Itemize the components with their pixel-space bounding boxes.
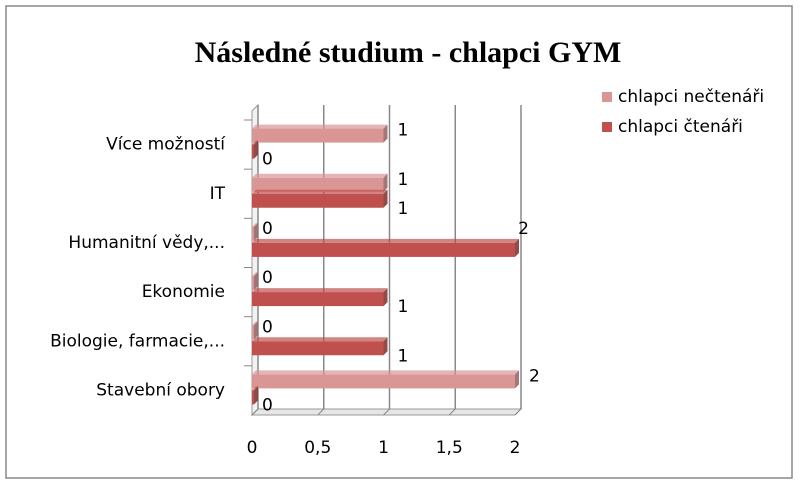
bar-face: [252, 124, 388, 129]
data-label: 0: [262, 268, 273, 288]
tick-mark: [383, 408, 390, 416]
bar-face: [252, 144, 254, 159]
bar: [252, 140, 258, 159]
bar: [252, 288, 388, 307]
bar-face: [252, 374, 515, 389]
bar-face: [252, 386, 258, 391]
bar-face: [252, 173, 388, 178]
data-label: 1: [398, 199, 409, 219]
bar: [252, 173, 388, 192]
x-tick-label: 1,5: [436, 438, 463, 458]
chart-title: Následné studium - chlapci GYM: [195, 36, 622, 69]
bar-face: [515, 238, 519, 257]
data-label: 2: [529, 366, 540, 386]
bar-face: [252, 177, 384, 192]
bar-face: [383, 124, 388, 143]
bar-face: [252, 140, 258, 145]
bar-face: [252, 128, 384, 143]
y-tick-label: IT: [210, 184, 226, 204]
x-tick-label: 0: [247, 438, 258, 458]
legend-swatch: [602, 122, 612, 132]
bar-face: [252, 222, 258, 227]
bar-face: [254, 140, 258, 159]
y-tick-label: Ekonomie: [142, 282, 225, 302]
bar-face: [254, 321, 258, 340]
data-label: 1: [398, 346, 409, 366]
bar: [252, 189, 388, 208]
bar-face: [252, 292, 384, 307]
y-tick-label: Humanitní vědy,...: [68, 233, 225, 253]
bar-face: [252, 276, 254, 291]
data-label: 1: [398, 170, 409, 190]
y-tick-label: Stavební obory: [96, 380, 225, 400]
tick-mark: [251, 408, 259, 416]
bar-face: [383, 288, 388, 307]
bar-face: [252, 370, 519, 375]
bar: [252, 124, 388, 143]
bar-face: [383, 173, 388, 192]
bar-face: [252, 337, 388, 342]
legend-label: chlapci nečtenáři: [618, 87, 764, 107]
bar: [252, 337, 388, 356]
y-tick-label: Více možností: [106, 135, 226, 155]
data-label: 1: [398, 121, 409, 141]
bar: [252, 272, 258, 291]
x-tick-label: 1: [378, 438, 389, 458]
data-label: 2: [518, 219, 529, 239]
bar-face: [383, 189, 388, 208]
bar-face: [383, 337, 388, 356]
bar: [252, 321, 258, 340]
bar-face: [515, 370, 519, 389]
data-label: 0: [262, 219, 273, 239]
legend-label: chlapci čtenáři: [618, 117, 743, 137]
x-tick-label: 2: [510, 438, 521, 458]
bar: [252, 370, 519, 389]
data-label: 0: [262, 150, 273, 170]
bar-face: [254, 222, 258, 241]
bar-face: [252, 341, 384, 356]
bar: [252, 238, 519, 257]
bar-face: [254, 386, 258, 405]
bar: [252, 222, 258, 241]
bar-face: [252, 238, 519, 243]
legend-swatch: [602, 92, 612, 102]
bar-face: [252, 193, 384, 208]
bar-face: [252, 325, 254, 340]
tick-mark: [317, 408, 325, 416]
tick-mark: [448, 408, 456, 416]
data-label: 1: [398, 297, 409, 317]
bar-face: [252, 390, 254, 405]
bar: [252, 386, 258, 405]
bar-face: [252, 189, 388, 194]
bar-face: [252, 226, 254, 241]
tick-mark: [514, 408, 522, 416]
bar-face: [252, 242, 515, 257]
bar-face: [252, 288, 388, 293]
bar-face: [254, 272, 258, 291]
x-tick-label: 0,5: [304, 438, 331, 458]
y-tick-label: Biologie, farmacie,...: [50, 331, 225, 351]
bar-face: [252, 321, 258, 326]
bar-face: [252, 272, 258, 277]
data-label: 0: [262, 317, 273, 337]
data-label: 0: [262, 395, 273, 415]
